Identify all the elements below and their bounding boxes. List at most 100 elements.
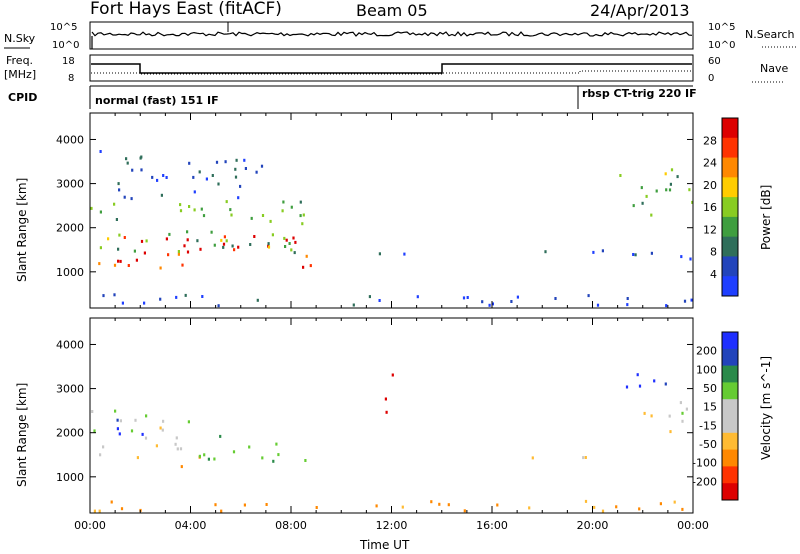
nsearch-tick-top: 10^5 (708, 22, 735, 33)
echo-cell (680, 255, 683, 259)
x-axis-title: Time UT (359, 538, 410, 552)
colorbar-swatch (722, 365, 738, 383)
echo-cell (496, 503, 499, 507)
echo-cell (200, 207, 203, 211)
beam-title: Beam 05 (356, 1, 428, 20)
echo-cell (118, 188, 121, 192)
echo-cell (118, 432, 121, 436)
echo-cell (302, 265, 305, 269)
cpid-panel: CPID normal (fast) 151 IF rbsp CT-trig 2… (8, 85, 697, 109)
echo-cell (98, 509, 101, 513)
nsky-trace (91, 31, 693, 37)
echo-cell (645, 194, 648, 198)
echo-cell (670, 168, 674, 172)
echo-cell (626, 297, 629, 300)
echo-cell (691, 200, 694, 204)
colorbar-tick-label: 12 (703, 223, 717, 236)
echo-cell (175, 295, 178, 299)
echo-cell (160, 193, 163, 197)
freq-trace (91, 63, 692, 74)
echo-cell (462, 296, 466, 300)
echo-cell (222, 245, 225, 249)
echo-cell (193, 190, 196, 194)
power-ylabel: Slant Range [km] (15, 178, 29, 282)
echo-cell (615, 505, 618, 509)
echo-cell (223, 235, 226, 239)
echo-cell (159, 266, 162, 270)
echo-cell (237, 245, 240, 249)
echo-cell (636, 373, 639, 377)
echo-cell (294, 240, 297, 244)
echo-cell (210, 230, 213, 234)
echo-cell (255, 170, 258, 174)
colorbar-tick-label: 50 (703, 382, 717, 395)
echo-cell (225, 239, 228, 243)
echo-cell (625, 385, 629, 389)
echo-cell (690, 298, 693, 302)
echo-cell (650, 414, 653, 418)
echo-cell (98, 262, 101, 266)
echo-cell (162, 419, 165, 423)
echo-cell (177, 250, 180, 253)
echo-cell (267, 245, 271, 249)
echo-cell (229, 208, 232, 212)
echo-cell (626, 303, 629, 307)
echo-cell (378, 252, 381, 256)
echo-cell (214, 503, 217, 507)
y-tick-label: 3000 (56, 178, 84, 191)
echo-cell (179, 447, 183, 451)
echo-cell (199, 247, 202, 251)
echo-cell (113, 263, 117, 267)
velocity-y-axis: 1000 2000 3000 4000 (56, 338, 693, 484)
echo-cell (99, 210, 102, 214)
echo-cell (144, 436, 148, 440)
colorbar-tick-label: 100 (696, 363, 717, 376)
colorbar-tick-label: -100 (692, 457, 717, 470)
echo-cell (664, 172, 667, 176)
cpid-program-1: normal (fast) 151 IF (95, 94, 219, 107)
echo-cell (181, 263, 184, 267)
echo-cell (130, 197, 133, 201)
echo-cell (261, 456, 264, 460)
echo-cell (261, 214, 265, 217)
echo-cell (250, 216, 253, 220)
velocity-panel: 1000 2000 3000 4000 00:00 04:00 08:00 12:00 16:… (15, 317, 709, 552)
y-tick-label: 3000 (56, 383, 84, 396)
echo-cell (281, 209, 284, 213)
cpid-program-2: rbsp CT-trig 220 IF (582, 87, 697, 100)
echo-cell (368, 295, 371, 299)
colorbar-swatch (722, 256, 738, 277)
nsky-label: N.Sky (4, 32, 36, 45)
echo-cell (272, 459, 275, 463)
echo-cell (584, 499, 588, 503)
echo-cell (202, 214, 206, 218)
echo-cell (186, 230, 189, 234)
echo-cell (145, 414, 148, 418)
echo-cell (253, 235, 256, 238)
echo-cell (544, 250, 547, 254)
echo-cell (222, 242, 226, 246)
echo-cell (162, 174, 165, 177)
echo-cell (117, 182, 120, 186)
echo-cell (237, 196, 240, 200)
echo-cell (231, 244, 234, 248)
echo-cell (131, 168, 134, 172)
colorbar-tick-label: 20 (703, 179, 717, 192)
echo-cell (143, 301, 146, 305)
echo-cell (665, 304, 668, 308)
echo-cell (375, 504, 378, 508)
echo-cell (593, 505, 596, 509)
echo-cell (155, 444, 158, 448)
echo-cell (243, 158, 246, 162)
echo-cell (239, 184, 242, 188)
velocity-colorbar-label: Velocity [m s^-1] (759, 356, 773, 460)
velocity-echo-cells (91, 373, 688, 513)
echo-cell (159, 297, 162, 301)
echo-cell (99, 453, 102, 457)
echo-cell (683, 299, 687, 303)
echo-cell (213, 457, 216, 461)
power-echo-cells (90, 150, 694, 308)
cpid-label: CPID (8, 91, 37, 104)
echo-cell (99, 150, 102, 153)
